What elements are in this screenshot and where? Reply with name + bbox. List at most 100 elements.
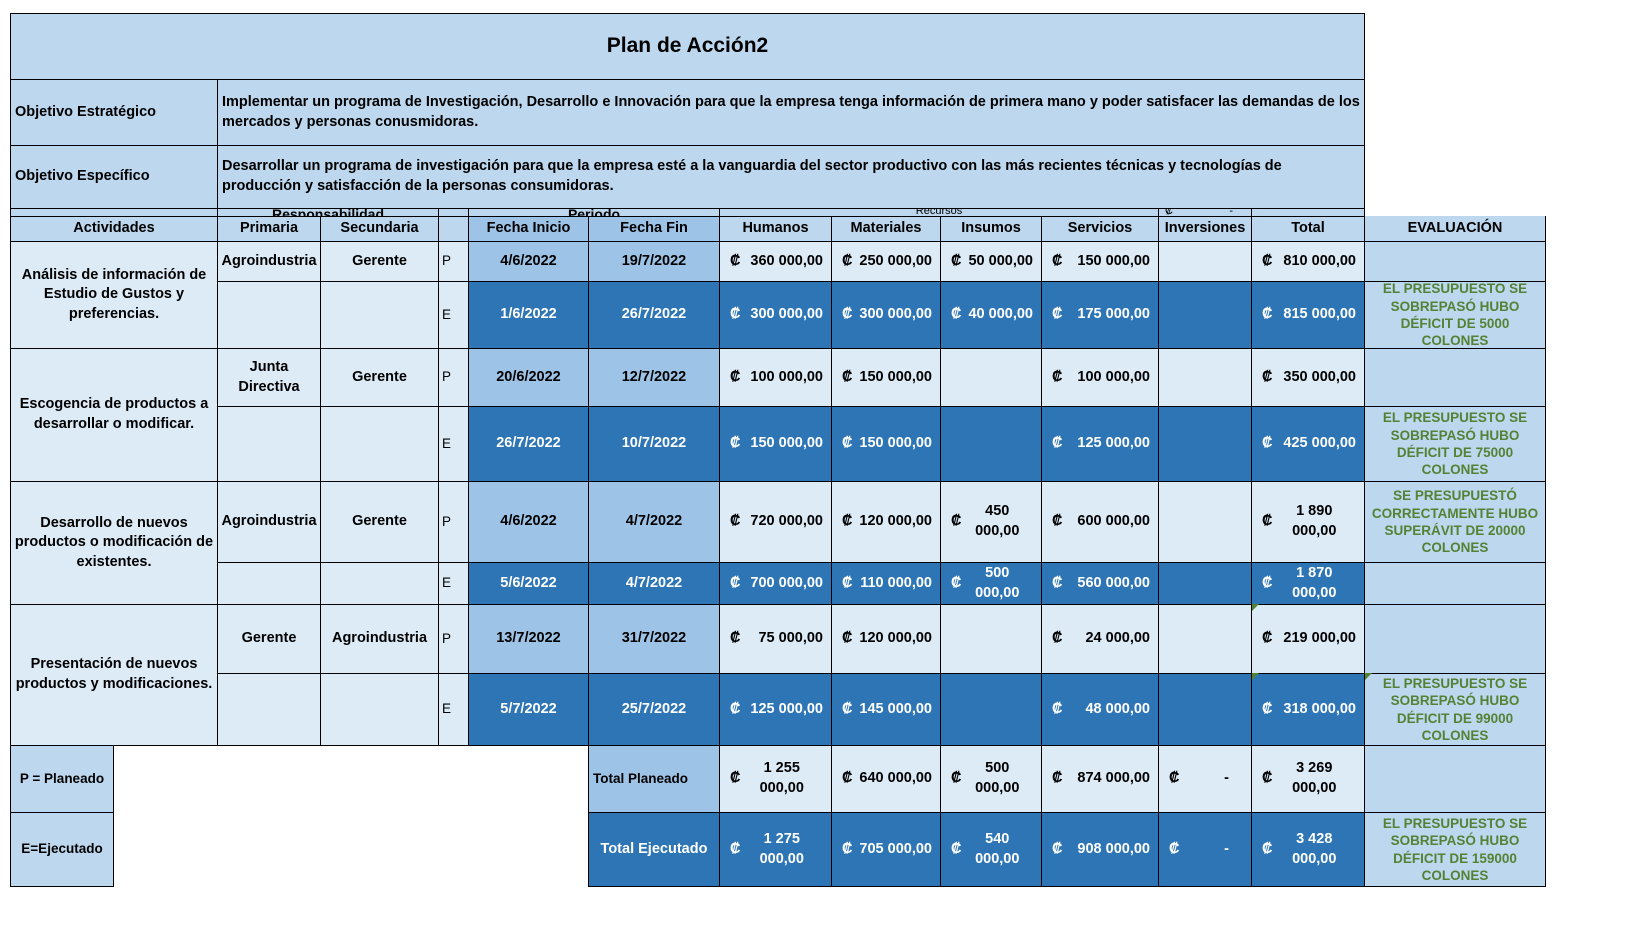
page-title: Plan de Acción2: [10, 13, 1365, 80]
fecha-fin: 4/7/2022: [588, 562, 720, 605]
servicios-cell: ₡ 48 000,00: [1041, 673, 1159, 746]
dash-fragment: -: [1229, 208, 1233, 217]
activity-name: Desarrollo de nuevos productos o modific…: [10, 481, 218, 605]
amount-value: 1 255 000,00: [759, 760, 804, 796]
evaluation-note: EL PRESUPUESTO SE SOBREPASÓ HUBO DÉFICIT…: [1364, 281, 1546, 349]
total-cell: ₡ 1 870 000,00: [1251, 562, 1365, 605]
currency-symbol: ₡: [1262, 435, 1273, 452]
amount-value: 125 000,00: [1077, 435, 1150, 452]
fecha-inicio: 5/6/2022: [468, 562, 589, 605]
currency-symbol: ₡: [842, 252, 853, 269]
servicios-cell: ₡ 100 000,00: [1041, 348, 1159, 407]
col-materiales: Materiales: [831, 216, 941, 242]
insumos-cell: ₡ 450 000,00: [940, 481, 1042, 563]
responsable-secundaria: [320, 562, 439, 605]
amount-value: 3 269 000,00: [1292, 760, 1337, 796]
materiales-cell: ₡ 120 000,00: [831, 481, 941, 563]
currency-symbol: ₡: [1262, 252, 1273, 269]
currency-symbol: ₡: [1262, 840, 1273, 857]
amount-value: 120 000,00: [859, 630, 932, 647]
amount-value: 700 000,00: [750, 574, 823, 591]
responsable-primaria: [217, 281, 321, 349]
currency-symbol: ₡: [1052, 368, 1063, 385]
fecha-fin: 4/7/2022: [588, 481, 720, 563]
evaluation-note: SE PRESUPUESTÓ CORRECTAMENTE HUBO SUPERÁ…: [1364, 481, 1546, 563]
total-cell: ₡ 1 890 000,00: [1251, 481, 1365, 563]
amount-value: 350 000,00: [1283, 368, 1356, 385]
responsable-primaria: Gerente: [217, 604, 321, 674]
fecha-fin: 25/7/2022: [588, 673, 720, 746]
inversiones-cell: [1158, 673, 1252, 746]
materiales-cell: ₡ 120 000,00: [831, 604, 941, 674]
currency-symbol: ₡: [1262, 306, 1273, 323]
currency-symbol: ₡: [1262, 700, 1273, 717]
currency-symbol: ₡: [951, 840, 962, 857]
humanos-cell: ₡ 300 000,00: [719, 281, 832, 349]
planned-executed-flag: P: [438, 604, 469, 674]
currency-symbol: ₡: [730, 252, 741, 269]
total-cell: ₡ 810 000,00: [1251, 241, 1365, 282]
insumos-cell: [940, 406, 1042, 482]
servicios-cell: ₡ 24 000,00: [1041, 604, 1159, 674]
amount-value: 874 000,00: [1077, 770, 1150, 787]
materiales-cell: ₡ 300 000,00: [831, 281, 941, 349]
strategic-objective-text: Implementar un programa de Investigación…: [217, 79, 1365, 146]
total-executed-label: Total Ejecutado: [588, 812, 720, 887]
amount-value: 145 000,00: [859, 700, 932, 717]
amount-value: 300 000,00: [859, 306, 932, 323]
amount-value: 640 000,00: [859, 770, 932, 787]
currency-symbol: ₡: [1052, 513, 1063, 530]
amount-value: 500 000,00: [975, 760, 1020, 796]
currency-symbol: ₡: [1262, 574, 1273, 591]
total-inversiones-cell: ₡ -: [1158, 812, 1252, 887]
humanos-cell: ₡ 700 000,00: [719, 562, 832, 605]
amount-value: 720 000,00: [750, 513, 823, 530]
col-inversiones: Inversiones: [1158, 216, 1252, 242]
amount-value: 300 000,00: [750, 306, 823, 323]
currency-symbol: ₡: [1052, 435, 1063, 452]
evaluation-note: [1364, 604, 1546, 674]
amount-value: 600 000,00: [1077, 513, 1150, 530]
servicios-cell: ₡ 150 000,00: [1041, 241, 1159, 282]
currency-symbol: ₡: [730, 306, 741, 323]
amount-value: 125 000,00: [750, 700, 823, 717]
inversiones-cell: [1158, 241, 1252, 282]
responsable-primaria: [217, 406, 321, 482]
humanos-cell: ₡ 75 000,00: [719, 604, 832, 674]
total-insumos-cell: ₡ 500 000,00: [940, 745, 1042, 813]
currency-symbol: ₡: [1052, 574, 1063, 591]
currency-symbol: ₡: [730, 630, 741, 647]
currency-symbol: ₡: [1052, 700, 1063, 717]
col-servicios: Servicios: [1041, 216, 1159, 242]
col-total: Total: [1251, 216, 1365, 242]
insumos-cell: ₡ 500 000,00: [940, 562, 1042, 605]
responsable-secundaria: Gerente: [320, 241, 439, 282]
humanos-cell: ₡ 100 000,00: [719, 348, 832, 407]
cell-comment-marker: [1252, 604, 1259, 611]
amount-value: 318 000,00: [1283, 700, 1356, 717]
amount-value: 100 000,00: [750, 368, 823, 385]
currency-symbol: ₡: [842, 306, 853, 323]
amount-value: -: [1224, 840, 1229, 857]
amount-value: 3 428 000,00: [1292, 830, 1337, 867]
currency-symbol: ₡: [730, 513, 741, 530]
responsable-primaria: Agroindustria: [217, 241, 321, 282]
currency-symbol: ₡: [842, 574, 853, 591]
insumos-cell: ₡ 50 000,00: [940, 241, 1042, 282]
currency-symbol: ₡: [842, 630, 853, 647]
inversiones-cell: [1158, 281, 1252, 349]
currency-symbol: ₡: [730, 368, 741, 385]
materiales-cell: ₡ 110 000,00: [831, 562, 941, 605]
total-materiales-cell: ₡ 640 000,00: [831, 745, 941, 813]
activity-name: Análisis de información de Estudio de Gu…: [10, 241, 218, 349]
insumos-cell: [940, 673, 1042, 746]
activity-name: Escogencia de productos a desarrollar o …: [10, 348, 218, 482]
total-planned-label: Total Planeado: [588, 745, 720, 813]
inversiones-cell: [1158, 604, 1252, 674]
currency-symbol: ₡: [842, 513, 853, 530]
amount-value: 40 000,00: [968, 306, 1033, 323]
currency-symbol: ₡: [730, 840, 741, 857]
amount-value: 1 890 000,00: [1292, 503, 1337, 539]
currency-fragment: ₡: [1165, 208, 1173, 217]
responsable-primaria: [217, 673, 321, 746]
